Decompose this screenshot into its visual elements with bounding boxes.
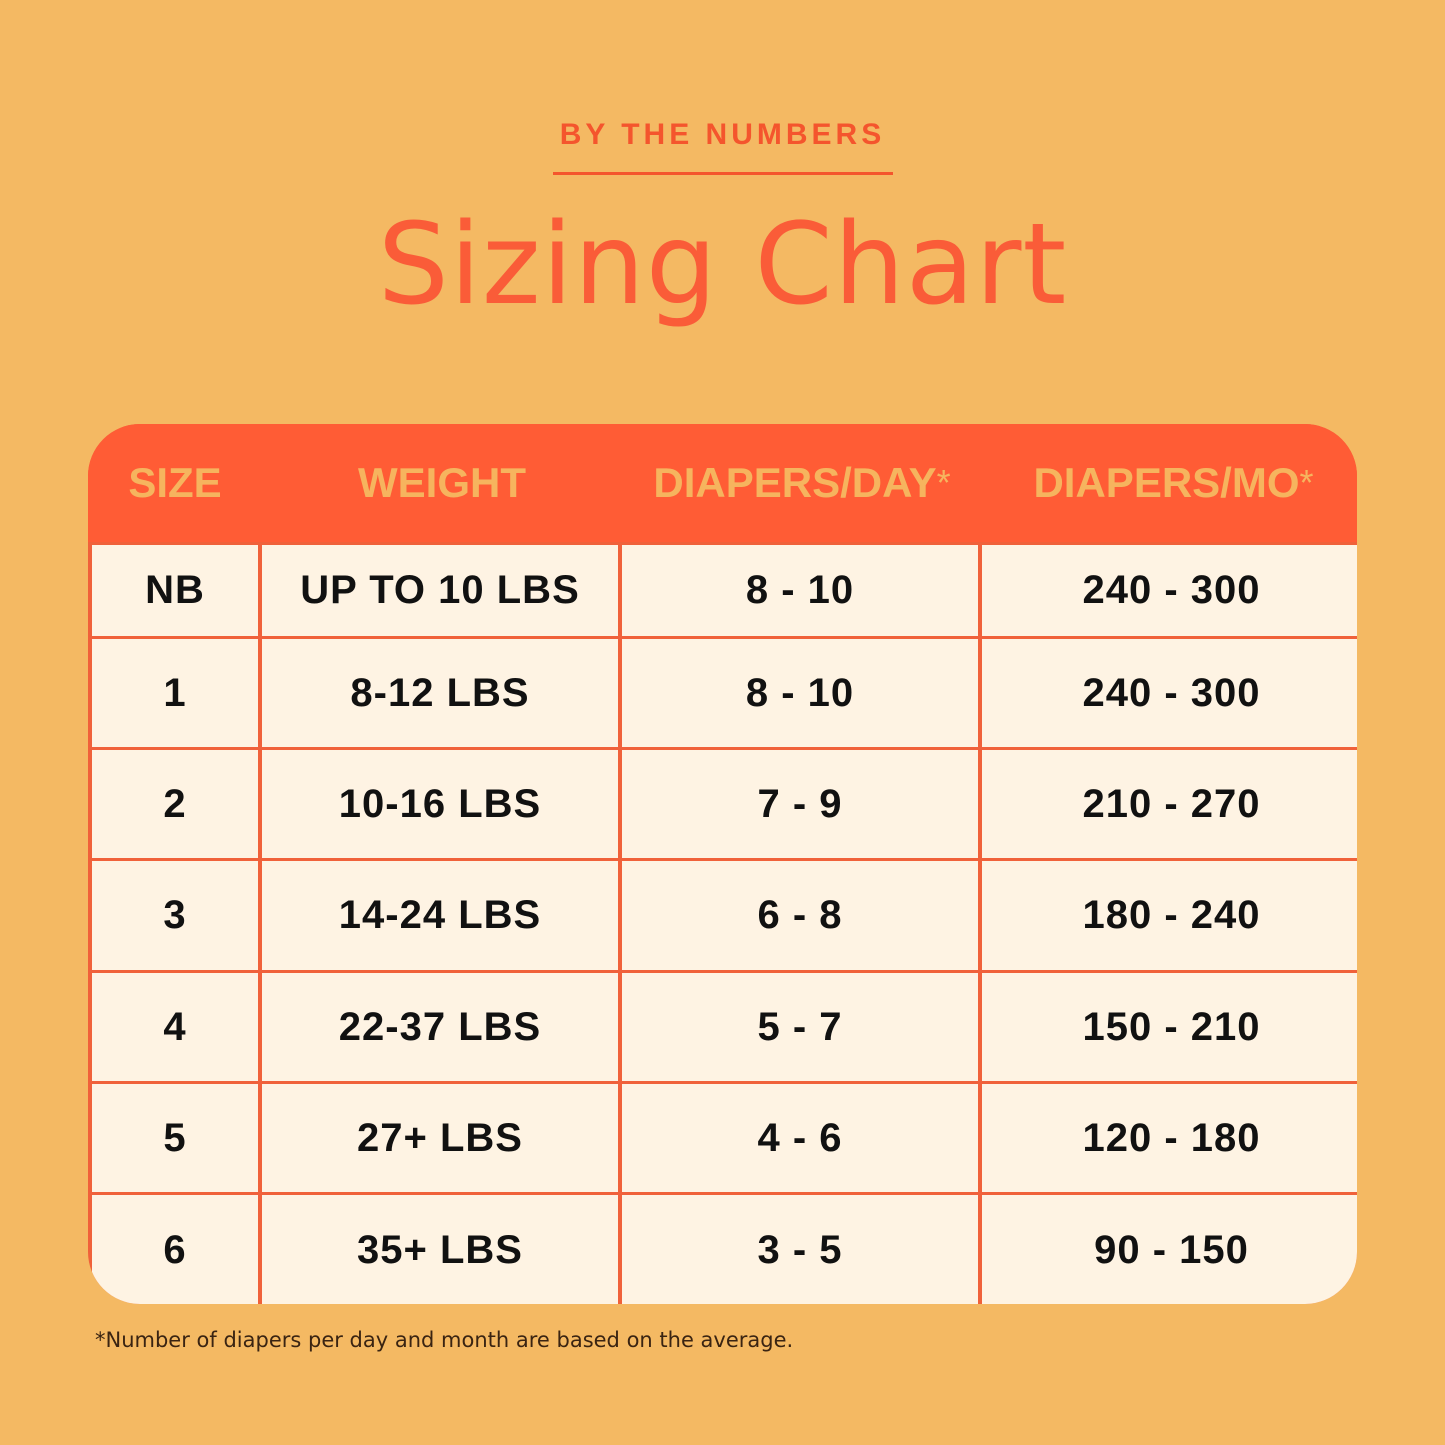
table-cell: 2 (92, 750, 258, 858)
table-cell: 120 - 180 (982, 1084, 1357, 1192)
table-cell: 8 - 10 (622, 639, 978, 747)
table-cell: 90 - 150 (982, 1195, 1357, 1304)
table-cell: 6 - 8 (622, 861, 978, 970)
table-cell: 10-16 LBS (262, 750, 618, 858)
table-cell: 4 - 6 (622, 1084, 978, 1192)
table-cell: UP TO 10 LBS (262, 545, 618, 636)
column-header: DIAPERS/MO * (982, 424, 1357, 542)
eyebrow-label: BY THE NUMBERS (559, 118, 886, 151)
eyebrow-underline (553, 172, 893, 175)
table-cell: 240 - 300 (982, 639, 1357, 747)
table-cell: 180 - 240 (982, 861, 1357, 970)
table-cell: 3 (92, 861, 258, 970)
asterisk-mark: * (936, 462, 951, 503)
table-cell: 210 - 270 (982, 750, 1357, 858)
table-cell: 35+ LBS (262, 1195, 618, 1304)
table-cell: NB (92, 545, 258, 636)
table-cell: 150 - 210 (982, 973, 1357, 1081)
column-header: WEIGHT (262, 424, 622, 542)
page-title: Sizing Chart (377, 200, 1068, 330)
table-cell: 6 (92, 1195, 258, 1304)
column-header: DIAPERS/DAY * (622, 424, 982, 542)
column-header: SIZE (88, 424, 262, 542)
asterisk-mark: * (1299, 462, 1314, 503)
sizing-table: SIZE WEIGHT DIAPERS/DAY * DIAPERS/MO * NB UP TO… (88, 424, 1357, 1304)
table-cell: 7 - 9 (622, 750, 978, 858)
table-cell: 8 - 10 (622, 545, 978, 636)
column-header-label: DIAPERS/DAY (653, 459, 937, 506)
table-cell: 22-37 LBS (262, 973, 618, 1081)
column-header-label: WEIGHT (358, 459, 526, 506)
table-cell: 14-24 LBS (262, 861, 618, 970)
column-header-label: SIZE (128, 459, 222, 506)
table-cell: 1 (92, 639, 258, 747)
table-cell: 240 - 300 (982, 545, 1357, 636)
column-header-label: DIAPERS/MO (1033, 459, 1300, 506)
footnote: *Number of diapers per day and month are… (95, 1328, 794, 1352)
table-cell: 27+ LBS (262, 1084, 618, 1192)
table-cell: 4 (92, 973, 258, 1081)
table-cell: 8-12 LBS (262, 639, 618, 747)
table-cell: 5 (92, 1084, 258, 1192)
table-cell: 3 - 5 (622, 1195, 978, 1304)
table-cell: 5 - 7 (622, 973, 978, 1081)
